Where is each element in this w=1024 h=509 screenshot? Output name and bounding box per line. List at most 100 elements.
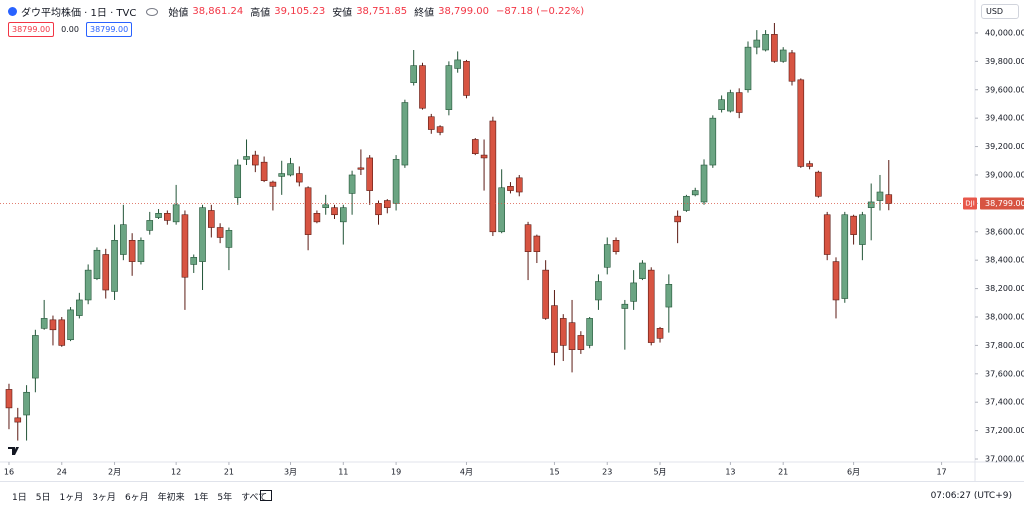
candle-body [577,335,585,350]
y-tick-label: 39,600.00 [985,85,1024,94]
candle-body [859,214,866,245]
last-price-label: 38,799.00 [985,199,1024,208]
candle-body [120,224,127,255]
range-button[interactable]: 1日 [12,492,27,503]
candle-body [700,164,708,203]
candle-body [718,99,725,110]
range-button[interactable]: 6ヶ月 [124,492,149,503]
candle-body [234,164,242,198]
candle-body [674,215,681,223]
range-button[interactable]: 年初来 [157,492,185,503]
candle-body [410,65,417,83]
candle-body [471,139,479,154]
candle-body [586,318,593,346]
legend: ダウ平均株価 · 1日 · TVC 始値 38,861.24 高値 39,105.2… [8,4,587,19]
candle-body [269,181,277,187]
y-tick-label: 38,000.00 [985,312,1024,321]
candle-body [489,120,497,233]
candle-body [630,282,637,302]
high-label: 高値 [250,8,271,19]
candle-body [375,203,382,216]
candle-body [348,174,356,194]
symbol[interactable]: ダウ平均株価 · 1日 · TVC [21,8,137,19]
candle-body [603,244,611,268]
candle-body [401,102,409,166]
candle-body [639,262,646,279]
range-button[interactable]: すべて [241,492,268,503]
close-value: 38,799.00 [438,6,489,17]
candle-body [199,207,206,262]
range-button[interactable]: 1年 [193,492,209,503]
candle-body [190,257,198,265]
logo [8,447,19,455]
x-tick-label: 13 [725,468,735,477]
candle-body [5,389,13,409]
candle-body [58,319,66,346]
candle-body [463,61,470,96]
open-label: 始値 [168,8,189,19]
low-label: 安値 [332,8,353,19]
y-tick-label: 37,400.00 [985,398,1024,407]
candle-body [260,161,268,181]
candle-body [278,173,286,177]
candle-body [32,335,39,379]
range-button[interactable]: 5日 [35,492,51,503]
open-value: 38,861.24 [192,6,244,17]
candle-body [357,167,365,170]
x-tick-label: 15 [549,468,559,477]
x-tick-label: 12 [171,468,181,477]
x-tick-label: 4月 [460,468,473,477]
candle-body [339,207,347,223]
candle-body [322,204,330,208]
symbol-tag-box [963,197,977,210]
high-value: 39,105.23 [274,6,326,17]
candle-body [788,52,796,82]
candle-body [762,34,769,51]
y-tick-label: 38,600.00 [985,227,1024,236]
bottom-toolbar: 1日 5日 1ヶ月 3ヶ月 6ヶ月 年初来 1年 5年 すべて 07:06:27 (UTC+9) [0,481,1024,509]
chart: 37,000.00 37,200.00 37,400.00 37,600.00 37,8… [0,0,1024,481]
range-buttons: 1日 5日 1ヶ月 3ヶ月 6ヶ月 年初来 1年 5年 すべて [12,490,267,503]
goto-date[interactable] [260,490,272,501]
candle-body [296,173,303,183]
range-button[interactable]: 5年 [217,492,233,503]
candle-body [164,213,171,221]
candle-body [507,186,514,191]
candle-body [568,322,576,350]
x-tick-label: 21 [778,468,788,477]
x-tick-label: 21 [224,468,234,477]
candle-body [665,284,673,308]
candle-body [876,191,884,201]
candle-body [287,163,294,176]
candle-body [815,171,822,197]
x-tick-label: 6月 [847,468,860,477]
candle-body [753,39,761,48]
candle-body [867,201,875,208]
x-tick-label: 11 [338,468,348,477]
x-tick-label: 19 [391,468,401,477]
y-tick-label: 39,800.00 [985,57,1024,66]
candle-body [779,49,787,62]
candle-body [392,159,400,204]
candle-body [683,195,690,211]
buy-price[interactable]: 38799.00 [85,22,133,37]
candle-body [480,154,488,159]
candle-body [735,92,743,113]
x-tick-label: 16 [4,468,14,477]
candle-body [515,177,523,193]
x-tick-label: 2月 [108,468,121,477]
y-tick-label: 37,200.00 [985,426,1024,435]
candle-body [454,59,461,69]
candle-body [67,309,74,341]
range-button[interactable]: 3ヶ月 [92,492,116,503]
clock: 07:06:27 (UTC+9) [930,491,1012,501]
sell-price[interactable]: 38799.00 [8,22,55,37]
candle-body [252,154,259,166]
range-button[interactable]: 1ヶ月 [59,492,84,503]
candle-body [841,214,849,299]
close-label: 終値 [414,8,435,19]
candle-body [797,79,805,167]
currency-selector[interactable]: USD [981,4,1019,19]
visibility-toggle[interactable] [146,7,159,16]
